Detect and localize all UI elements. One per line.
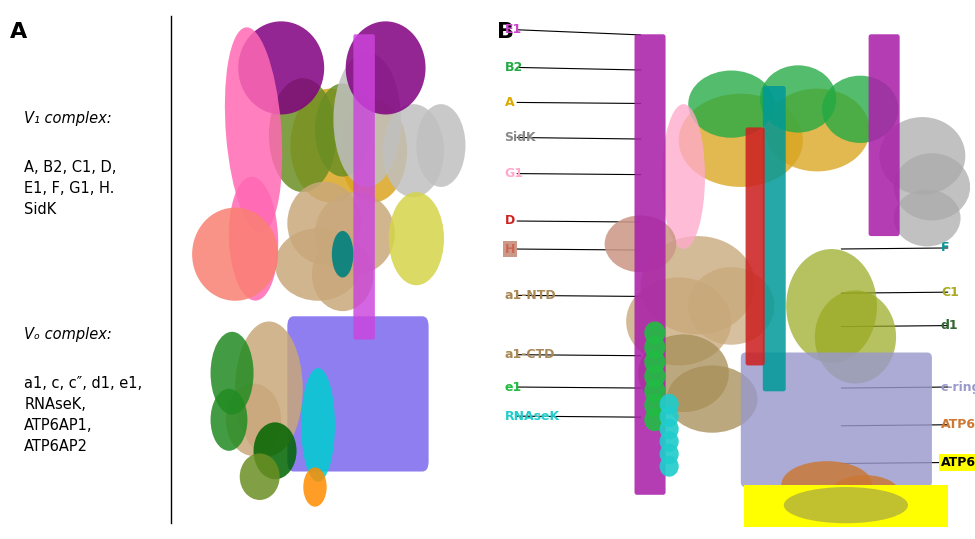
Ellipse shape <box>659 431 679 452</box>
Ellipse shape <box>235 321 302 456</box>
Ellipse shape <box>229 177 278 301</box>
Ellipse shape <box>781 461 873 508</box>
Text: H: H <box>505 243 515 255</box>
Text: ATP6AP2: ATP6AP2 <box>941 418 975 431</box>
Ellipse shape <box>416 104 465 187</box>
Ellipse shape <box>644 409 665 431</box>
Ellipse shape <box>786 249 877 363</box>
Ellipse shape <box>644 379 665 402</box>
Ellipse shape <box>659 419 679 439</box>
Ellipse shape <box>389 192 444 285</box>
Text: F: F <box>941 241 950 254</box>
Ellipse shape <box>659 444 679 464</box>
Text: RNAseK: RNAseK <box>505 410 560 423</box>
FancyBboxPatch shape <box>762 86 786 391</box>
Ellipse shape <box>315 192 395 275</box>
Ellipse shape <box>829 475 901 514</box>
Ellipse shape <box>894 153 970 220</box>
Text: e1: e1 <box>505 381 522 393</box>
Ellipse shape <box>659 394 679 414</box>
Ellipse shape <box>226 384 281 456</box>
Text: A, B2, C1, D,
E1, F, G1, H.
SidK: A, B2, C1, D, E1, F, G1, H. SidK <box>24 160 117 217</box>
Ellipse shape <box>662 104 705 249</box>
FancyBboxPatch shape <box>353 34 374 340</box>
Ellipse shape <box>644 336 665 359</box>
Ellipse shape <box>333 52 401 187</box>
Ellipse shape <box>238 22 324 114</box>
Ellipse shape <box>315 84 370 177</box>
Ellipse shape <box>659 456 679 476</box>
Ellipse shape <box>332 231 353 278</box>
Ellipse shape <box>644 365 665 388</box>
Ellipse shape <box>894 190 960 246</box>
Ellipse shape <box>822 75 899 143</box>
Ellipse shape <box>339 99 408 203</box>
Text: a1, c, c″, d1, e1,
RNAseK,
ATP6AP1,
ATP6AP2: a1, c, c″, d1, e1, RNAseK, ATP6AP1, ATP6… <box>24 376 142 454</box>
Ellipse shape <box>346 22 425 114</box>
Ellipse shape <box>240 453 280 500</box>
Text: G1: G1 <box>505 167 524 180</box>
Text: a1-CTD: a1-CTD <box>505 348 555 361</box>
FancyBboxPatch shape <box>869 34 900 236</box>
Ellipse shape <box>382 104 444 197</box>
Ellipse shape <box>211 332 254 414</box>
Ellipse shape <box>667 365 758 433</box>
Ellipse shape <box>679 94 803 187</box>
Text: D: D <box>505 215 515 227</box>
Ellipse shape <box>225 27 282 233</box>
FancyBboxPatch shape <box>746 127 764 365</box>
Ellipse shape <box>269 78 336 192</box>
Ellipse shape <box>638 334 729 412</box>
Ellipse shape <box>784 487 908 523</box>
Text: C1: C1 <box>941 286 958 299</box>
Text: B: B <box>497 22 514 42</box>
Ellipse shape <box>288 182 361 265</box>
Ellipse shape <box>879 117 965 195</box>
Text: E1: E1 <box>505 23 522 36</box>
Ellipse shape <box>275 229 361 301</box>
Text: a1-NTD: a1-NTD <box>505 289 556 302</box>
FancyBboxPatch shape <box>741 353 932 487</box>
Text: d1: d1 <box>941 319 958 332</box>
Ellipse shape <box>192 208 278 301</box>
Text: SidK: SidK <box>505 131 536 144</box>
Ellipse shape <box>312 239 373 311</box>
FancyBboxPatch shape <box>288 316 429 472</box>
Ellipse shape <box>641 236 756 334</box>
Ellipse shape <box>254 423 296 479</box>
FancyBboxPatch shape <box>744 486 948 527</box>
FancyBboxPatch shape <box>635 34 666 495</box>
Ellipse shape <box>644 321 665 344</box>
Ellipse shape <box>688 267 774 345</box>
Ellipse shape <box>764 88 870 171</box>
Ellipse shape <box>688 71 774 138</box>
Ellipse shape <box>291 88 370 203</box>
Text: B2: B2 <box>505 61 523 74</box>
Ellipse shape <box>604 216 677 272</box>
Ellipse shape <box>760 65 837 133</box>
Text: A: A <box>505 96 514 109</box>
Ellipse shape <box>303 467 327 507</box>
Ellipse shape <box>659 406 679 427</box>
Ellipse shape <box>644 394 665 417</box>
Ellipse shape <box>644 350 665 373</box>
Text: c-ring: c-ring <box>941 381 975 393</box>
Text: A: A <box>10 22 27 42</box>
Ellipse shape <box>626 278 731 365</box>
Ellipse shape <box>211 389 248 451</box>
Ellipse shape <box>815 291 896 384</box>
Text: ATP6AP1: ATP6AP1 <box>941 456 975 469</box>
Ellipse shape <box>301 368 335 482</box>
Text: Vₒ complex:: Vₒ complex: <box>24 327 112 342</box>
Text: V₁ complex:: V₁ complex: <box>24 111 112 126</box>
